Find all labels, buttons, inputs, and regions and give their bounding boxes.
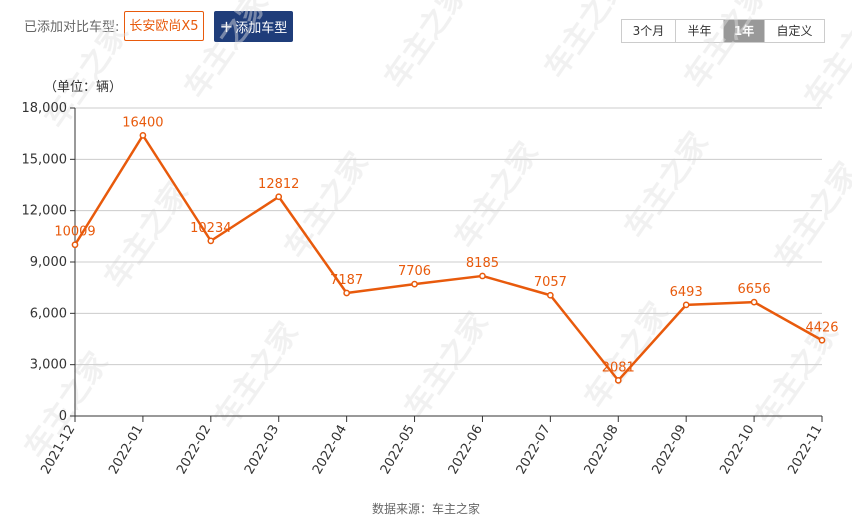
range-custom-button[interactable]: 自定义 (776, 24, 813, 38)
data-point (547, 291, 554, 299)
range-half-year-button[interactable]: 半年 (676, 20, 724, 42)
data-point (479, 272, 486, 280)
y-tick-label: 15,000 (22, 152, 68, 167)
data-label: 7187 (330, 273, 363, 288)
watermark-text: 车主之家 (398, 306, 495, 424)
x-tick-label: 2022-05 (378, 423, 418, 478)
toolbar: 已添加对比车型: 长安欧尚X5 + 添加车型 3个月 半年 1年 自定义 (0, 0, 852, 50)
time-range-selector: 3个月 半年 1年 自定义 (621, 19, 825, 43)
range-3-months-button[interactable]: 3个月 (622, 20, 676, 42)
data-source-label: 数据来源：车主之家 (371, 502, 480, 516)
x-tick-label: 2022-07 (514, 423, 554, 478)
y-tick-label: 6,000 (30, 306, 67, 321)
data-label: 7706 (398, 264, 431, 279)
watermark-text: 车主之家 (578, 296, 675, 414)
x-tick-label: 2022-11 (785, 423, 825, 478)
data-label: 12812 (258, 177, 299, 192)
watermark-text: 车主之家 (278, 146, 375, 264)
compare-label: 已添加对比车型: (24, 20, 120, 35)
x-tick-label: 2022-04 (310, 423, 350, 478)
data-label: 4426 (805, 320, 838, 335)
series-layer (71, 132, 826, 384)
data-label: 8185 (466, 256, 499, 271)
data-point (682, 301, 690, 309)
data-label: 6656 (738, 282, 771, 297)
watermark-text: 车主之家 (618, 126, 715, 244)
unit-label: （单位：辆） (44, 80, 123, 95)
y-tick-label: 9,000 (30, 255, 67, 270)
data-point (71, 241, 79, 249)
watermark-text: 车主之家 (678, 0, 775, 95)
data-label: 2081 (602, 360, 635, 375)
watermark-text: 车主之家 (538, 0, 635, 85)
watermark-text: 车主之家 (378, 0, 475, 95)
data-point (139, 132, 147, 139)
x-tick-label: 2022-06 (446, 423, 486, 478)
data-labels: 10009 16400 10234 12812 7187 7706 8185 7057 2081… (54, 115, 838, 375)
x-tick-label: 2022-02 (174, 423, 214, 478)
x-tick-label: 2022-09 (649, 423, 689, 478)
data-label: 7057 (534, 275, 567, 290)
y-tick-label: 18,000 (22, 101, 68, 116)
data-point (275, 193, 283, 201)
data-point (614, 377, 622, 384)
x-tick-label: 2022-10 (717, 423, 757, 478)
x-tick-label: 2022-01 (106, 423, 146, 478)
data-point (750, 298, 758, 306)
y-tick-label: 0 (59, 409, 67, 424)
y-tick-label: 3,000 (30, 358, 67, 373)
data-point (207, 237, 215, 245)
data-label: 10009 (54, 225, 95, 240)
watermark-text: 车主之家 (448, 136, 545, 254)
data-label: 10234 (190, 221, 231, 236)
x-tick-label: 2022-03 (242, 423, 282, 478)
data-point (411, 280, 418, 288)
watermark-text: 车主之家 (798, 0, 852, 115)
add-car-button-label: 添加车型 (235, 21, 288, 36)
selected-car-tag[interactable]: 长安欧尚X5 (124, 11, 204, 41)
data-point (818, 336, 826, 344)
plus-icon: + (219, 17, 234, 36)
range-1-year-button[interactable]: 1年 (724, 20, 765, 42)
series-line (73, 134, 823, 382)
watermark-text: 车主之家 (178, 0, 275, 105)
data-label: 6493 (670, 285, 703, 300)
add-car-button[interactable]: + 添加车型 (214, 11, 293, 42)
x-tick-label: 2022-08 (582, 423, 622, 478)
watermark-text: 车主之家 (208, 316, 305, 434)
y-tick-label: 12,000 (22, 204, 68, 219)
watermark-text: 车主之家 (768, 156, 852, 274)
grid-lines (75, 107, 822, 417)
data-point (343, 289, 350, 297)
data-label: 16400 (122, 115, 163, 130)
